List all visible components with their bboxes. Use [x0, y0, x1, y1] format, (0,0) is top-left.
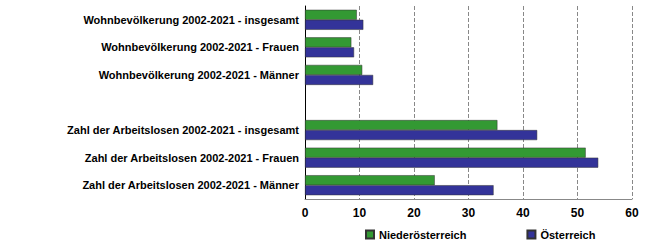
svg-text:30: 30 [462, 206, 476, 220]
svg-text:40: 40 [516, 206, 530, 220]
svg-text:Wohnbevölkerung 2002-2021 - Mä: Wohnbevölkerung 2002-2021 - Männer [99, 69, 300, 81]
svg-text:Zahl der Arbeitslosen 2002-202: Zahl der Arbeitslosen 2002-2021 - Männer [82, 179, 299, 191]
svg-text:0: 0 [302, 206, 309, 220]
svg-text:Zahl der Arbeitslosen 2002-202: Zahl der Arbeitslosen 2002-2021 - insges… [67, 124, 299, 136]
svg-text:Niederösterreich: Niederösterreich [379, 229, 467, 241]
svg-text:60: 60 [625, 206, 639, 220]
svg-text:Wohnbevölkerung 2002-2021 - Fr: Wohnbevölkerung 2002-2021 - Frauen [101, 41, 299, 53]
svg-text:Österreich: Österreich [540, 229, 595, 241]
svg-text:50: 50 [571, 206, 585, 220]
svg-text:Wohnbevölkerung 2002-2021 - in: Wohnbevölkerung 2002-2021 - insgesamt [83, 14, 299, 26]
svg-text:Zahl der Arbeitslosen 2002-202: Zahl der Arbeitslosen 2002-2021 - Frauen [85, 152, 299, 164]
svg-text:20: 20 [407, 206, 421, 220]
svg-text:10: 10 [353, 206, 367, 220]
